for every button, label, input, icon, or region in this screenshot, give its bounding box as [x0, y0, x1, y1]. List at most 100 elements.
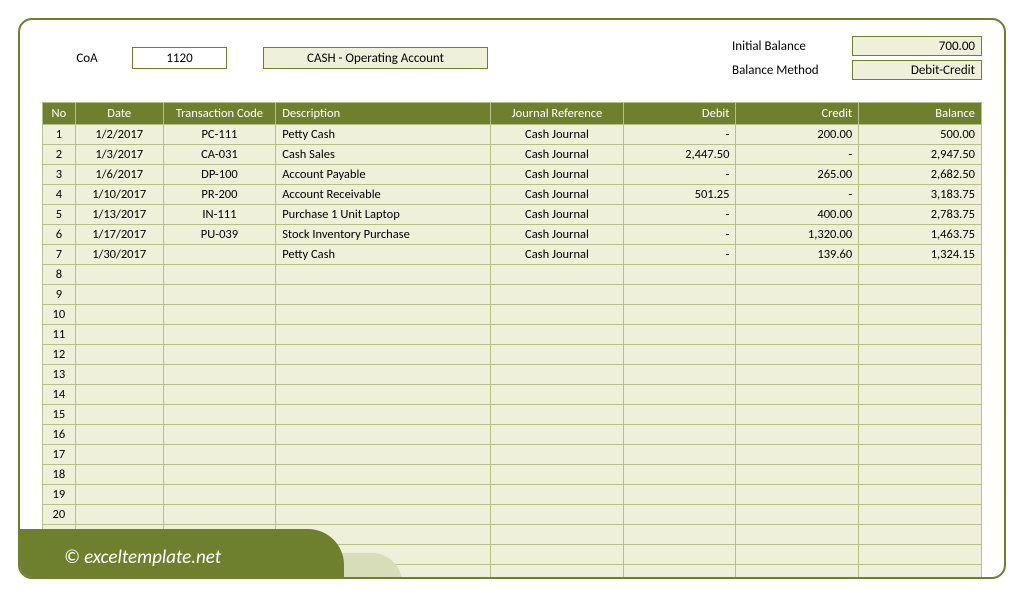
cell-no[interactable]: 3 — [43, 165, 76, 185]
cell-debit[interactable] — [623, 445, 736, 465]
cell-ref[interactable] — [490, 465, 623, 485]
cell-no[interactable]: 9 — [43, 285, 76, 305]
cell-ref[interactable] — [490, 265, 623, 285]
cell-debit[interactable] — [623, 305, 736, 325]
cell-balance[interactable] — [859, 365, 982, 385]
cell-balance[interactable] — [859, 405, 982, 425]
cell-ref[interactable] — [490, 565, 623, 580]
cell-ref[interactable] — [490, 485, 623, 505]
cell-debit[interactable] — [623, 365, 736, 385]
cell-code[interactable] — [163, 505, 276, 525]
cell-debit[interactable]: - — [623, 165, 736, 185]
table-row[interactable]: 11/2/2017PC-111Petty CashCash Journal-20… — [43, 125, 982, 145]
cell-debit[interactable] — [623, 505, 736, 525]
cell-desc[interactable] — [276, 345, 491, 365]
coa-input[interactable]: 1120 — [132, 47, 227, 69]
cell-ref[interactable]: Cash Journal — [490, 225, 623, 245]
table-row[interactable]: 18 — [43, 465, 982, 485]
cell-debit[interactable]: - — [623, 125, 736, 145]
cell-desc[interactable] — [276, 405, 491, 425]
cell-code[interactable] — [163, 465, 276, 485]
cell-no[interactable]: 11 — [43, 325, 76, 345]
cell-code[interactable] — [163, 485, 276, 505]
cell-debit[interactable] — [623, 325, 736, 345]
cell-debit[interactable] — [623, 425, 736, 445]
cell-ref[interactable] — [490, 525, 623, 545]
cell-credit[interactable]: - — [736, 185, 859, 205]
cell-ref[interactable] — [490, 385, 623, 405]
table-row[interactable]: 31/6/2017DP-100Account PayableCash Journ… — [43, 165, 982, 185]
table-row[interactable]: 9 — [43, 285, 982, 305]
cell-code[interactable]: PR-200 — [163, 185, 276, 205]
cell-debit[interactable] — [623, 565, 736, 580]
cell-balance[interactable] — [859, 445, 982, 465]
cell-ref[interactable] — [490, 345, 623, 365]
cell-date[interactable]: 1/6/2017 — [75, 165, 163, 185]
cell-code[interactable] — [163, 325, 276, 345]
cell-debit[interactable] — [623, 385, 736, 405]
cell-desc[interactable] — [276, 385, 491, 405]
cell-date[interactable]: 1/13/2017 — [75, 205, 163, 225]
cell-desc[interactable] — [276, 365, 491, 385]
cell-balance[interactable]: 2,783.75 — [859, 205, 982, 225]
cell-no[interactable]: 4 — [43, 185, 76, 205]
cell-desc[interactable] — [276, 425, 491, 445]
cell-no[interactable]: 17 — [43, 445, 76, 465]
cell-no[interactable]: 16 — [43, 425, 76, 445]
cell-ref[interactable]: Cash Journal — [490, 185, 623, 205]
cell-ref[interactable] — [490, 445, 623, 465]
cell-balance[interactable]: 3,183.75 — [859, 185, 982, 205]
table-row[interactable]: 71/30/2017Petty CashCash Journal-139.601… — [43, 245, 982, 265]
cell-date[interactable]: 1/3/2017 — [75, 145, 163, 165]
cell-desc[interactable]: Cash Sales — [276, 145, 491, 165]
cell-balance[interactable]: 1,463.75 — [859, 225, 982, 245]
cell-date[interactable]: 1/10/2017 — [75, 185, 163, 205]
cell-code[interactable] — [163, 405, 276, 425]
cell-balance[interactable] — [859, 505, 982, 525]
table-row[interactable]: 10 — [43, 305, 982, 325]
cell-credit[interactable] — [736, 405, 859, 425]
cell-credit[interactable] — [736, 465, 859, 485]
cell-ref[interactable]: Cash Journal — [490, 245, 623, 265]
cell-no[interactable]: 6 — [43, 225, 76, 245]
cell-desc[interactable] — [276, 445, 491, 465]
cell-debit[interactable] — [623, 545, 736, 565]
cell-code[interactable] — [163, 265, 276, 285]
cell-no[interactable]: 1 — [43, 125, 76, 145]
cell-no[interactable]: 18 — [43, 465, 76, 485]
cell-credit[interactable] — [736, 545, 859, 565]
cell-credit[interactable] — [736, 345, 859, 365]
cell-credit[interactable]: 200.00 — [736, 125, 859, 145]
table-row[interactable]: 11 — [43, 325, 982, 345]
cell-desc[interactable]: Petty Cash — [276, 125, 491, 145]
cell-no[interactable]: 5 — [43, 205, 76, 225]
cell-desc[interactable] — [276, 285, 491, 305]
cell-debit[interactable] — [623, 265, 736, 285]
cell-no[interactable]: 13 — [43, 365, 76, 385]
cell-ref[interactable] — [490, 505, 623, 525]
cell-code[interactable] — [163, 285, 276, 305]
cell-debit[interactable] — [623, 525, 736, 545]
cell-credit[interactable] — [736, 285, 859, 305]
cell-desc[interactable] — [276, 465, 491, 485]
cell-ref[interactable]: Cash Journal — [490, 205, 623, 225]
cell-desc[interactable]: Purchase 1 Unit Laptop — [276, 205, 491, 225]
cell-balance[interactable] — [859, 305, 982, 325]
table-row[interactable]: 19 — [43, 485, 982, 505]
cell-desc[interactable]: Stock Inventory Purchase — [276, 225, 491, 245]
cell-balance[interactable]: 500.00 — [859, 125, 982, 145]
cell-code[interactable] — [163, 445, 276, 465]
table-row[interactable]: 15 — [43, 405, 982, 425]
cell-credit[interactable] — [736, 565, 859, 580]
cell-credit[interactable] — [736, 265, 859, 285]
cell-debit[interactable] — [623, 345, 736, 365]
cell-debit[interactable]: - — [623, 245, 736, 265]
cell-date[interactable] — [75, 365, 163, 385]
cell-desc[interactable]: Account Receivable — [276, 185, 491, 205]
cell-balance[interactable]: 2,682.50 — [859, 165, 982, 185]
cell-date[interactable] — [75, 305, 163, 325]
table-row[interactable]: 16 — [43, 425, 982, 445]
cell-credit[interactable]: - — [736, 145, 859, 165]
cell-debit[interactable]: - — [623, 205, 736, 225]
table-row[interactable]: 12 — [43, 345, 982, 365]
